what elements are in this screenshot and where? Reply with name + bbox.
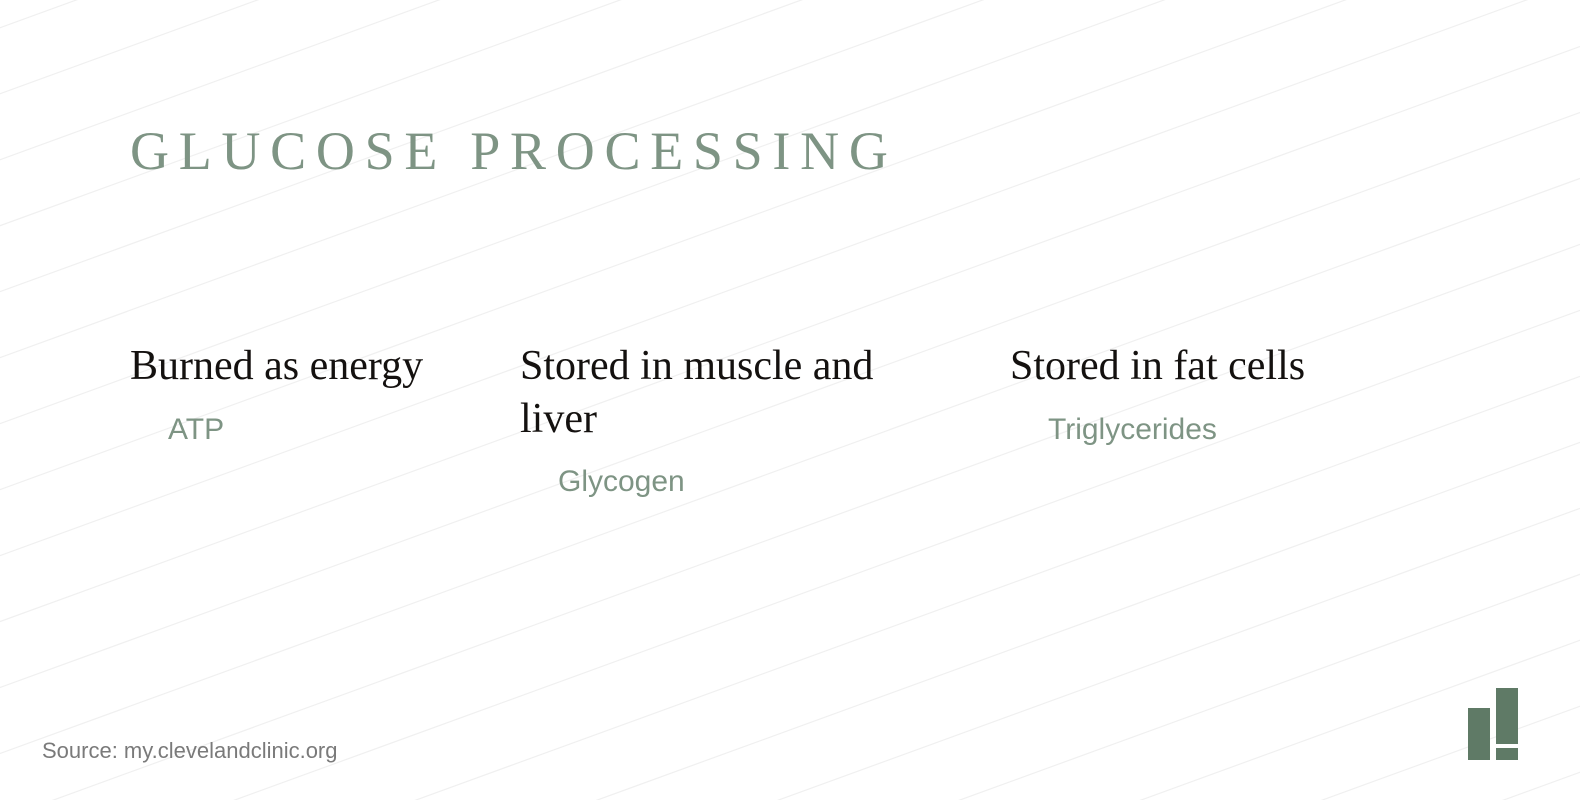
brand-logo-icon (1468, 688, 1532, 760)
column-2: Stored in fat cells Triglycerides (1010, 340, 1330, 499)
slide-content: GLUCOSE PROCESSING Burned as energy ATP … (0, 0, 1580, 800)
column-heading: Stored in muscle and liver (520, 340, 950, 445)
column-sublabel: Triglycerides (1010, 413, 1330, 447)
slide-title: GLUCOSE PROCESSING (130, 120, 898, 182)
columns-row: Burned as energy ATP Stored in muscle an… (130, 340, 1450, 499)
source-citation: Source: my.clevelandclinic.org (42, 738, 338, 764)
column-0: Burned as energy ATP (130, 340, 460, 499)
column-1: Stored in muscle and liver Glycogen (520, 340, 950, 499)
column-sublabel: ATP (130, 413, 460, 447)
column-heading: Burned as energy (130, 340, 460, 393)
column-heading: Stored in fat cells (1010, 340, 1330, 393)
column-sublabel: Glycogen (520, 465, 950, 499)
